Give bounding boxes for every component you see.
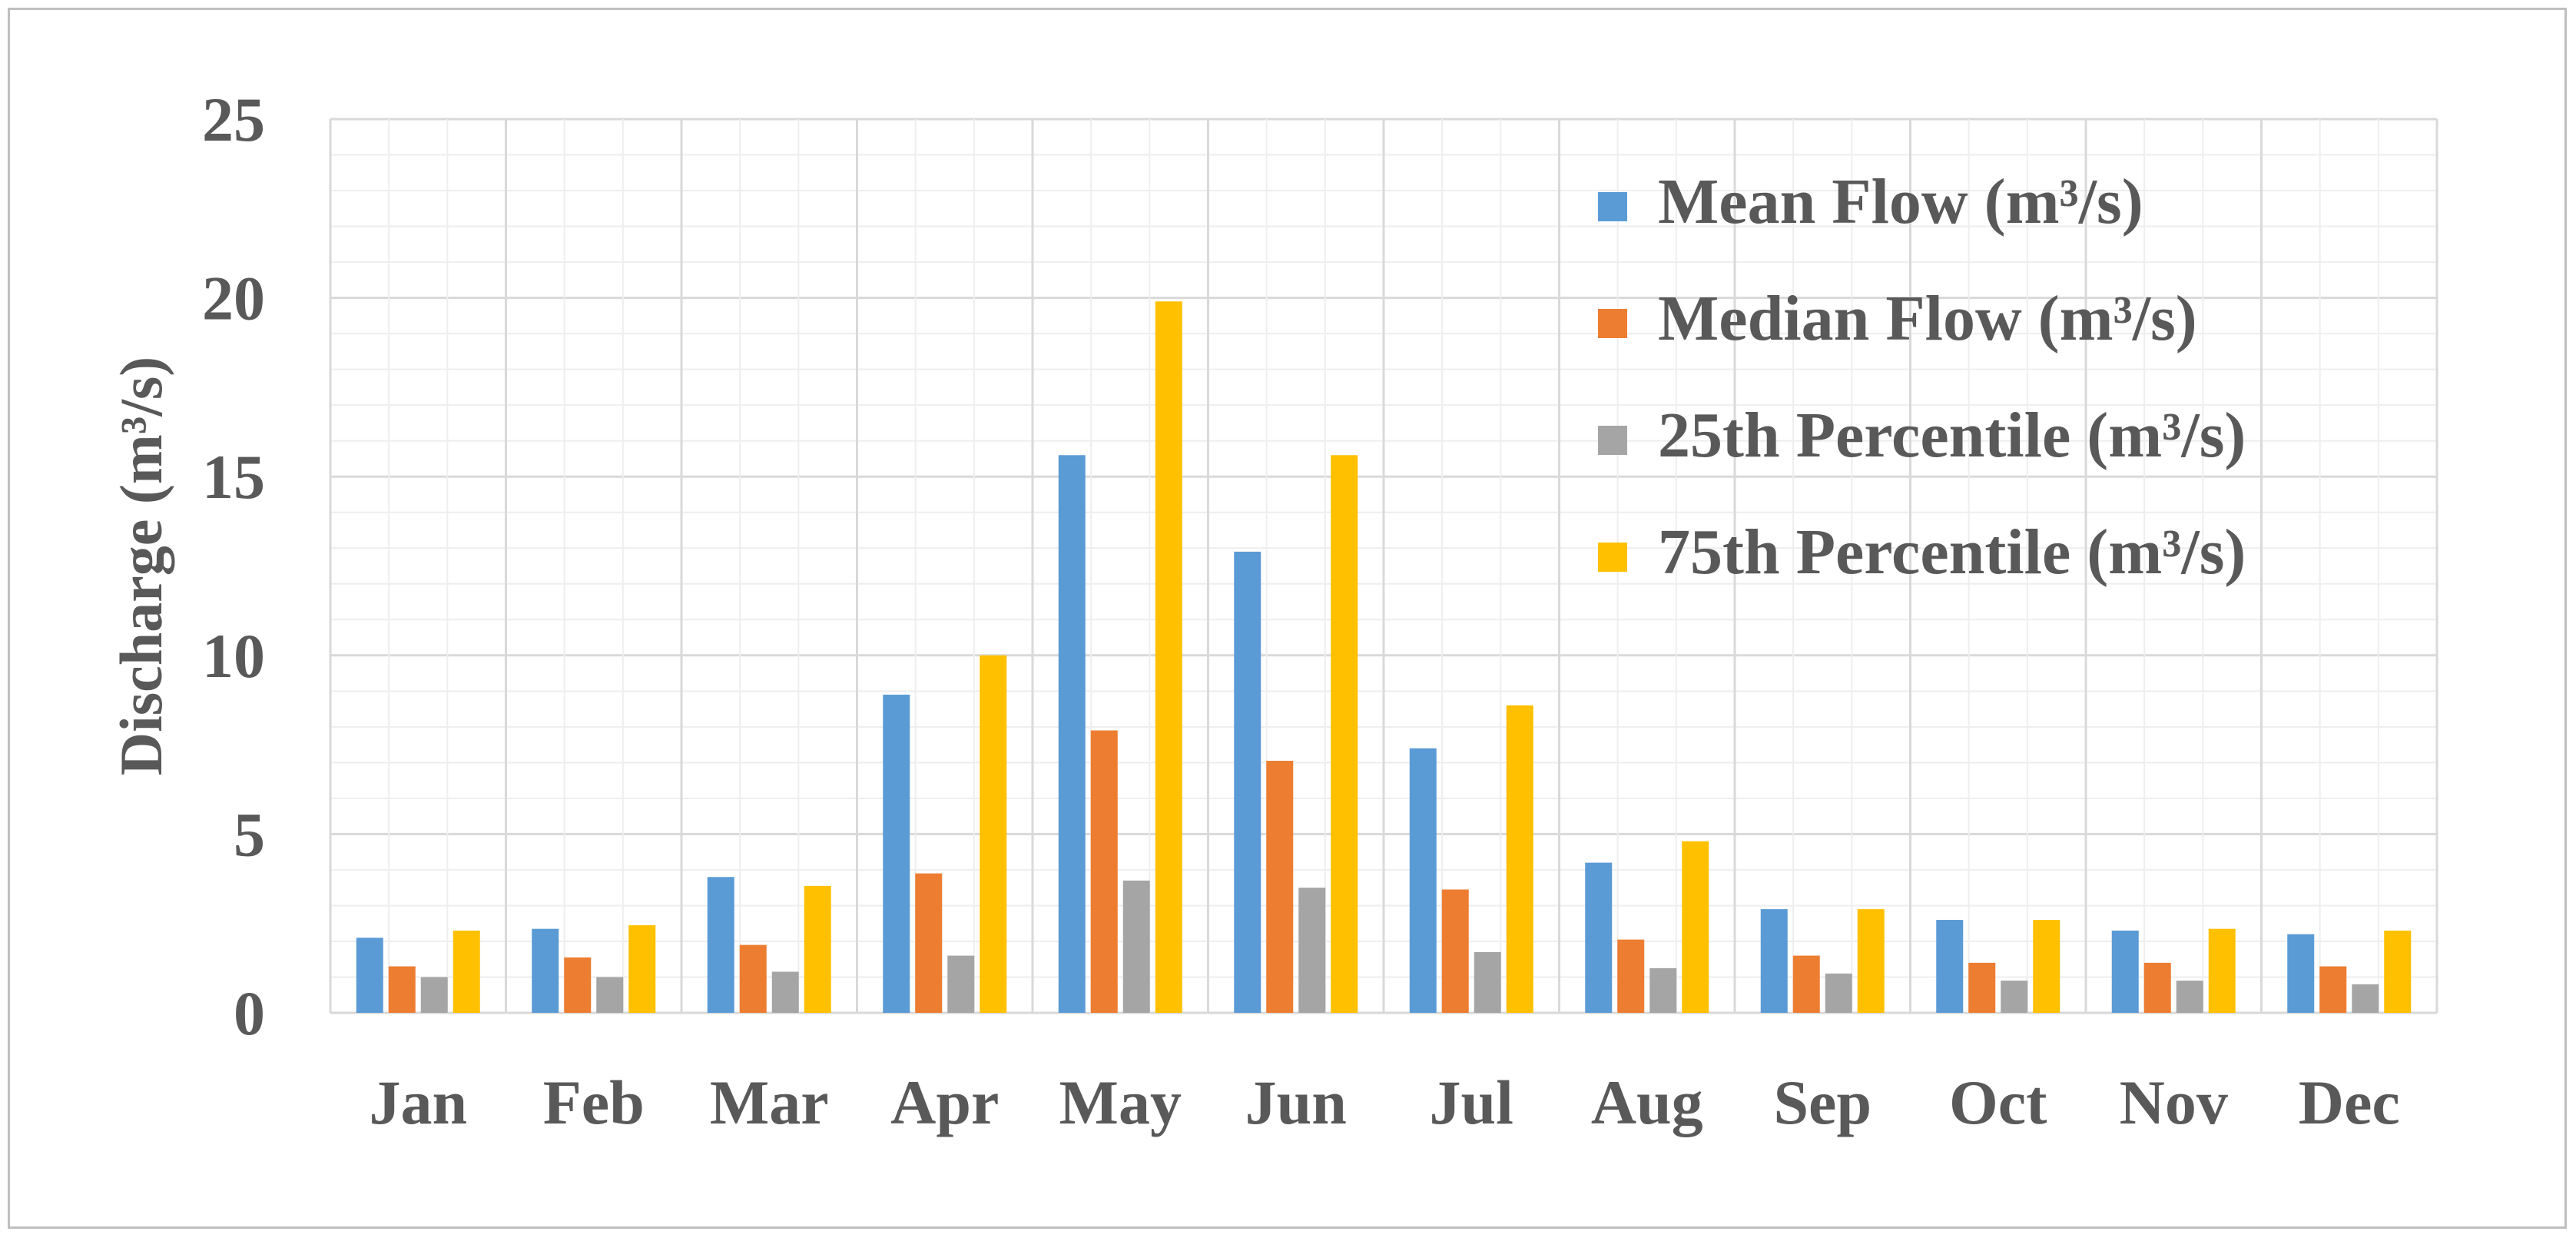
bar-may-series-3 [1122,880,1150,1013]
y-tick-label: 15 [202,442,265,512]
bar-mar-series-1 [707,877,734,1013]
bar-dec-series-4 [2384,931,2412,1013]
bar-jun-series-3 [1298,888,1326,1013]
bar-oct-series-4 [2033,920,2060,1013]
bar-jan-series-4 [453,931,480,1013]
x-tick-label: Jun [1245,1067,1347,1137]
bar-sep-series-1 [1760,909,1788,1013]
x-tick-label: Dec [2299,1067,2400,1137]
x-tick-label: Aug [1591,1067,1703,1137]
y-tick-label: 25 [202,85,265,154]
bar-jun-series-4 [1331,455,1358,1013]
bar-apr-series-2 [915,873,943,1013]
bar-aug-series-1 [1585,862,1613,1013]
legend-swatch [1598,192,1627,221]
grid-lines [329,118,2438,1014]
chart-frame [8,8,2567,1229]
legend-swatch [1598,426,1627,455]
x-tick-label: May [1059,1067,1182,1137]
legend-swatch [1598,309,1627,338]
legend-label: Mean Flow (m³/s) [1658,166,2143,237]
bar-may-series-4 [1155,301,1182,1013]
bar-dec-series-3 [2352,984,2379,1013]
legend-label: Median Flow (m³/s) [1658,283,2197,354]
bar-jul-series-3 [1474,951,1501,1013]
bar-feb-series-4 [628,925,656,1013]
bar-feb-series-2 [564,957,592,1013]
bar-jul-series-4 [1506,705,1533,1013]
x-tick-label: Apr [890,1067,999,1137]
x-tick-label: Jan [369,1067,467,1137]
x-tick-label: Nov [2120,1067,2228,1137]
legend: Mean Flow (m³/s) Median Flow (m³/s) 25th P… [1598,166,2246,588]
bar-oct-series-3 [2001,981,2028,1013]
bar-jan-series-2 [388,966,416,1013]
bar-sep-series-2 [1792,955,1820,1013]
y-axis-label: Discharge (m³/s) [108,357,174,775]
bar-apr-series-3 [947,955,975,1013]
x-tick-label: Mar [710,1067,829,1137]
bar-nov-series-3 [2176,981,2203,1013]
bar-feb-series-1 [532,928,559,1013]
bars [356,301,2412,1013]
legend-swatch [1598,543,1627,572]
bar-dec-series-1 [2287,934,2315,1013]
bar-jul-series-1 [1409,748,1437,1013]
y-tick-label: 20 [202,264,265,334]
legend-label: 75th Percentile (m³/s) [1658,516,2246,588]
bar-apr-series-1 [883,694,910,1013]
bar-may-series-1 [1058,455,1086,1013]
bar-jun-series-2 [1266,761,1294,1013]
bar-may-series-2 [1090,730,1118,1013]
bar-nov-series-1 [2111,931,2139,1013]
legend-label: 25th Percentile (m³/s) [1658,400,2246,471]
bar-mar-series-2 [739,944,767,1013]
bar-nov-series-4 [2208,928,2236,1013]
bar-jan-series-1 [356,938,383,1013]
y-tick-label: 5 [234,799,265,869]
x-tick-label: Sep [1773,1067,1871,1137]
bar-jun-series-1 [1234,551,1261,1013]
bar-apr-series-4 [980,655,1007,1013]
bar-oct-series-1 [1936,920,1964,1013]
bar-nov-series-2 [2143,962,2171,1013]
bar-aug-series-3 [1649,967,1677,1013]
bar-sep-series-4 [1857,909,1885,1013]
bar-aug-series-4 [1682,841,1709,1013]
x-axis-ticks: Jan Feb Mar Apr May Jun Jul Aug Sep Oct Nov Dec [369,1067,2399,1137]
bar-jan-series-3 [420,977,448,1013]
bar-sep-series-3 [1825,973,1852,1013]
bar-oct-series-2 [1968,962,1996,1013]
x-tick-label: Feb [543,1067,645,1137]
bar-feb-series-3 [596,977,624,1013]
bar-mar-series-3 [771,971,799,1013]
bar-mar-series-4 [804,885,831,1013]
x-tick-label: Oct [1949,1067,2047,1137]
bar-dec-series-2 [2319,966,2347,1013]
y-tick-label: 10 [202,621,265,691]
y-tick-label: 0 [234,978,265,1048]
bar-jul-series-2 [1441,889,1469,1013]
y-axis-ticks: 0 5 10 15 20 25 [202,85,265,1048]
x-tick-label: Jul [1430,1067,1513,1137]
bar-aug-series-2 [1617,939,1645,1013]
